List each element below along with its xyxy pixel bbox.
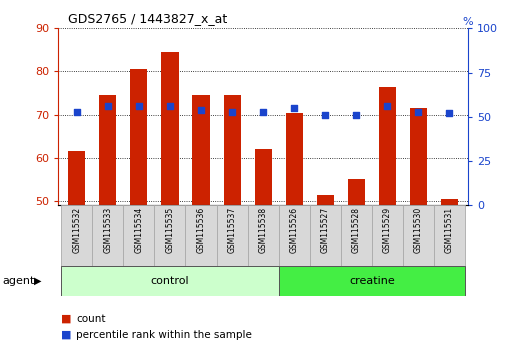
Bar [92, 205, 123, 266]
Point [259, 109, 267, 114]
Bar [61, 266, 278, 296]
Point [414, 109, 422, 114]
Bar [402, 205, 433, 266]
Bar [68, 152, 85, 354]
Bar [371, 205, 402, 266]
Bar [433, 205, 464, 266]
Bar [285, 113, 302, 354]
Point [289, 105, 297, 111]
Text: %: % [462, 17, 472, 27]
Text: GSM115527: GSM115527 [320, 207, 329, 253]
Point [228, 109, 236, 114]
Point [104, 103, 112, 109]
Text: ■: ■ [61, 314, 71, 324]
Text: GSM115535: GSM115535 [165, 207, 174, 253]
Bar [247, 205, 278, 266]
Bar [185, 205, 216, 266]
Bar [340, 205, 371, 266]
Bar [440, 199, 457, 354]
Text: GSM115528: GSM115528 [351, 207, 360, 253]
Bar [130, 69, 147, 354]
Bar [192, 95, 209, 354]
Point [321, 112, 329, 118]
Text: GSM115531: GSM115531 [444, 207, 453, 253]
Text: ▶: ▶ [34, 275, 42, 286]
Text: GSM115533: GSM115533 [103, 207, 112, 253]
Point [351, 112, 360, 118]
Text: GSM115537: GSM115537 [227, 207, 236, 253]
Bar [161, 52, 178, 354]
Bar [309, 205, 340, 266]
Text: GSM115526: GSM115526 [289, 207, 298, 253]
Bar [61, 205, 92, 266]
Text: GSM115530: GSM115530 [413, 207, 422, 253]
Text: GDS2765 / 1443827_x_at: GDS2765 / 1443827_x_at [68, 12, 227, 25]
Bar [316, 195, 333, 354]
Point [444, 110, 452, 116]
Text: GSM115534: GSM115534 [134, 207, 143, 253]
Point [73, 109, 81, 114]
Text: agent: agent [3, 275, 35, 286]
Bar [378, 87, 395, 354]
Bar [223, 95, 240, 354]
Text: count: count [76, 314, 105, 324]
Bar [278, 266, 464, 296]
Text: GSM115536: GSM115536 [196, 207, 205, 253]
Bar [154, 205, 185, 266]
Point [382, 103, 390, 109]
Point [196, 107, 205, 113]
Text: GSM115529: GSM115529 [382, 207, 391, 253]
Bar [347, 179, 364, 354]
Text: creatine: creatine [348, 275, 394, 286]
Bar [216, 205, 247, 266]
Bar [254, 149, 271, 354]
Point [166, 103, 174, 109]
Bar [278, 205, 309, 266]
Point [135, 103, 143, 109]
Bar [409, 108, 426, 354]
Text: percentile rank within the sample: percentile rank within the sample [76, 330, 251, 339]
Bar [123, 205, 154, 266]
Text: ■: ■ [61, 330, 71, 339]
Text: GSM115538: GSM115538 [258, 207, 267, 253]
Text: GSM115532: GSM115532 [72, 207, 81, 253]
Bar [99, 95, 116, 354]
Text: control: control [150, 275, 189, 286]
